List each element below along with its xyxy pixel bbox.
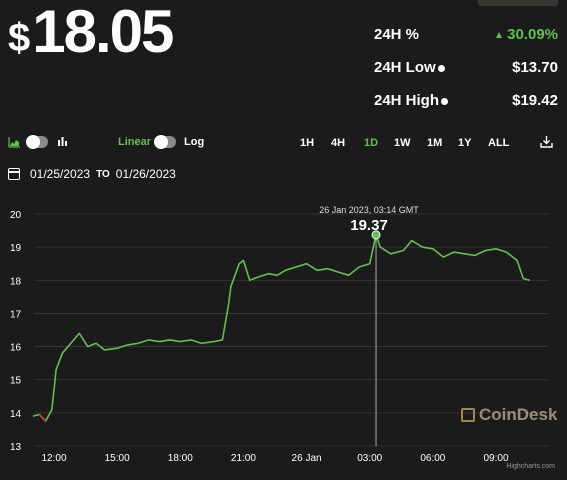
stat-high-label: 24H High [374, 92, 440, 109]
y-tick-label: 20 [10, 210, 22, 221]
hover-marker [371, 230, 381, 240]
linear-scale-label[interactable]: Linear [118, 136, 152, 148]
date-to-label: TO [96, 168, 110, 180]
stat-low-label: 24H Low [374, 59, 436, 76]
x-tick-label: 18:00 [168, 453, 193, 464]
log-scale-label[interactable]: Log [184, 136, 205, 148]
x-tick-label: 03:00 [357, 453, 382, 464]
chart-type-toggle[interactable] [26, 135, 48, 149]
price-series-line [32, 234, 530, 422]
price-chart[interactable]: 13 14 15 16 17 18 19 20 12:00 15:00 18:00 21:00 26 J… [0, 200, 567, 480]
stats-panel: 24H % 30.09% 24H Low $13.70 24H High $19… [374, 26, 558, 125]
stat-pct-value: 30.09% [507, 26, 558, 43]
x-tick-label: 21:00 [231, 453, 256, 464]
date-from[interactable]: 01/25/2023 [30, 167, 91, 181]
coindesk-logo-icon [461, 408, 475, 422]
date-to[interactable]: 01/26/2023 [115, 167, 176, 181]
chart-toolbar: Linear Log 1H 4H 1D 1W 1M 1Y ALL [0, 132, 567, 154]
stat-pct-value-wrap: 30.09% [496, 26, 558, 43]
tf-1m[interactable]: 1M [427, 137, 443, 149]
calendar-icon[interactable] [8, 168, 20, 180]
stat-24h-high: 24H High $19.42 [374, 92, 558, 125]
tooltip-time: 26 Jan 2023, 03:14 GMT [319, 205, 419, 215]
y-tick-label: 17 [10, 309, 22, 320]
current-price: $ 18.05 [8, 0, 174, 65]
date-range-picker[interactable]: 01/25/2023 TO 01/26/2023 [8, 167, 176, 181]
y-tick-label: 19 [10, 243, 22, 254]
header-action-button[interactable] [478, 0, 558, 6]
tf-1y[interactable]: 1Y [458, 137, 472, 149]
tooltip-value: 19.37 [350, 217, 388, 234]
coindesk-watermark: CoinDesk [461, 405, 557, 425]
y-tick-label: 16 [10, 343, 22, 354]
x-tick-label: 26 Jan [292, 453, 322, 464]
tf-all[interactable]: ALL [488, 137, 510, 149]
scale-toggle[interactable] [154, 135, 176, 149]
up-arrow-icon [496, 31, 503, 38]
stat-pct-label: 24H % [374, 26, 420, 43]
candlestick-icon[interactable] [57, 136, 67, 148]
stat-low-label-wrap: 24H Low [374, 59, 445, 76]
y-tick-label: 14 [10, 409, 22, 420]
tf-1w[interactable]: 1W [394, 137, 411, 149]
download-icon[interactable] [540, 135, 553, 148]
price-value: 18.05 [32, 0, 174, 65]
stat-24h-low: 24H Low $13.70 [374, 59, 558, 92]
down-segment [38, 413, 47, 422]
stat-24h-pct: 24H % 30.09% [374, 26, 558, 59]
x-tick-label: 09:00 [483, 453, 508, 464]
watermark-text: CoinDesk [479, 405, 558, 424]
info-icon[interactable] [441, 98, 449, 105]
tf-1d[interactable]: 1D [364, 137, 379, 149]
info-icon[interactable] [437, 65, 445, 72]
stat-low-value: $13.70 [512, 59, 558, 76]
tf-1h[interactable]: 1H [300, 137, 315, 149]
x-tick-label: 12:00 [41, 453, 66, 464]
stat-high-value: $19.42 [512, 92, 558, 109]
y-tick-label: 18 [10, 276, 22, 287]
highcharts-credits[interactable]: Highcharts.com [506, 463, 555, 470]
area-chart-icon[interactable] [8, 136, 21, 148]
x-tick-label: 06:00 [420, 453, 445, 464]
y-tick-label: 13 [10, 442, 22, 453]
currency-symbol: $ [8, 16, 31, 60]
tf-4h[interactable]: 4H [331, 137, 346, 149]
stat-high-label-wrap: 24H High [374, 92, 449, 109]
x-tick-label: 15:00 [105, 453, 130, 464]
y-tick-label: 15 [10, 376, 22, 387]
